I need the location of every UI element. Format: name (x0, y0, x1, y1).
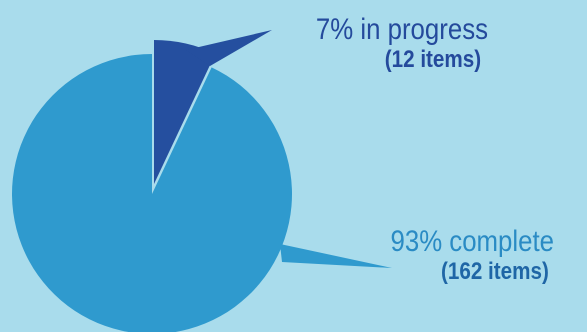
complete-annotation: 93% complete (162 items) (330, 226, 554, 286)
pie-slice-in-progress (154, 40, 216, 184)
complete-items-label: (162 items) (441, 258, 549, 285)
complete-percent-label: 93% complete (390, 225, 554, 258)
in-progress-items-label: (12 items) (384, 46, 482, 73)
in-progress-percent-label: 7% in progress (315, 13, 488, 46)
in-progress-callout-pointer (186, 30, 272, 66)
in-progress-annotation: 7% in progress (12 items) (260, 14, 488, 74)
pie-slice-complete (12, 54, 292, 332)
complete-callout-pointer (280, 244, 392, 268)
